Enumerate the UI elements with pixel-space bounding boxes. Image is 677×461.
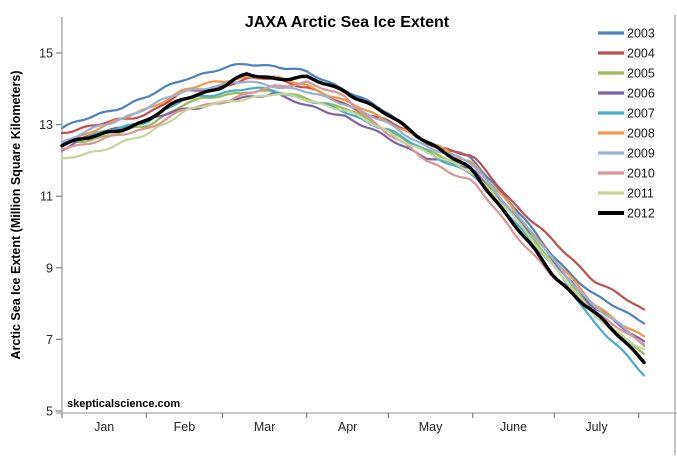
series-line-2011 <box>60 92 646 351</box>
legend-label-2008: 2008 <box>627 127 655 141</box>
watermark: skepticalscience.com <box>67 398 180 410</box>
legend-item-2003: 2003 <box>598 27 655 41</box>
y-axis-title: Arctic Sea Ice Extent (Million Square Ki… <box>9 71 23 360</box>
legend-item-2006: 2006 <box>598 87 655 101</box>
legend: 2003 2004 2005 2006 2007 2008 2009 2010 2011 2012 <box>598 27 655 221</box>
axes: 5 7 9 11 13 15 Jan Feb Mar Apr May June July <box>39 15 677 455</box>
y-tick-label-11: 11 <box>40 190 53 204</box>
legend-item-2010: 2010 <box>598 167 655 181</box>
legend-label-2012: 2012 <box>627 207 655 221</box>
legend-label-2011: 2011 <box>627 187 654 201</box>
legend-label-2009: 2009 <box>627 147 655 161</box>
legend-label-2003: 2003 <box>627 27 655 41</box>
y-tick-label-13: 13 <box>39 118 53 132</box>
y-tick-label-9: 9 <box>46 261 53 275</box>
legend-item-2011: 2011 <box>598 187 654 201</box>
legend-item-2012: 2012 <box>598 207 655 221</box>
legend-item-2004: 2004 <box>598 47 655 61</box>
legend-label-2005: 2005 <box>627 67 655 81</box>
x-label-feb: Feb <box>174 420 196 434</box>
series-line-2009 <box>60 80 646 346</box>
x-label-july: July <box>585 420 608 434</box>
x-label-june: June <box>500 420 527 434</box>
series-line-2007 <box>60 86 646 377</box>
chart-title: JAXA Arctic Sea Ice Extent <box>245 14 450 31</box>
y-tick-label-7: 7 <box>46 333 53 347</box>
series-line-2012 <box>60 72 646 365</box>
legend-label-2006: 2006 <box>627 87 655 101</box>
legend-label-2010: 2010 <box>627 167 655 181</box>
x-label-jan: Jan <box>94 420 114 434</box>
legend-label-2007: 2007 <box>627 107 655 121</box>
data-series <box>60 62 646 377</box>
x-label-mar: Mar <box>254 420 276 434</box>
y-tick-label-15: 15 <box>39 47 53 61</box>
legend-item-2007: 2007 <box>598 107 655 121</box>
x-label-may: May <box>419 420 443 434</box>
series-line-2003 <box>60 62 646 325</box>
legend-item-2005: 2005 <box>598 67 655 81</box>
x-label-apr: Apr <box>338 420 357 434</box>
y-tick-label-5: 5 <box>46 405 53 419</box>
series-line-2006 <box>60 91 646 343</box>
legend-label-2004: 2004 <box>627 47 655 61</box>
legend-item-2008: 2008 <box>598 127 655 141</box>
legend-item-2009: 2009 <box>598 147 655 161</box>
series-line-2005 <box>60 89 646 355</box>
